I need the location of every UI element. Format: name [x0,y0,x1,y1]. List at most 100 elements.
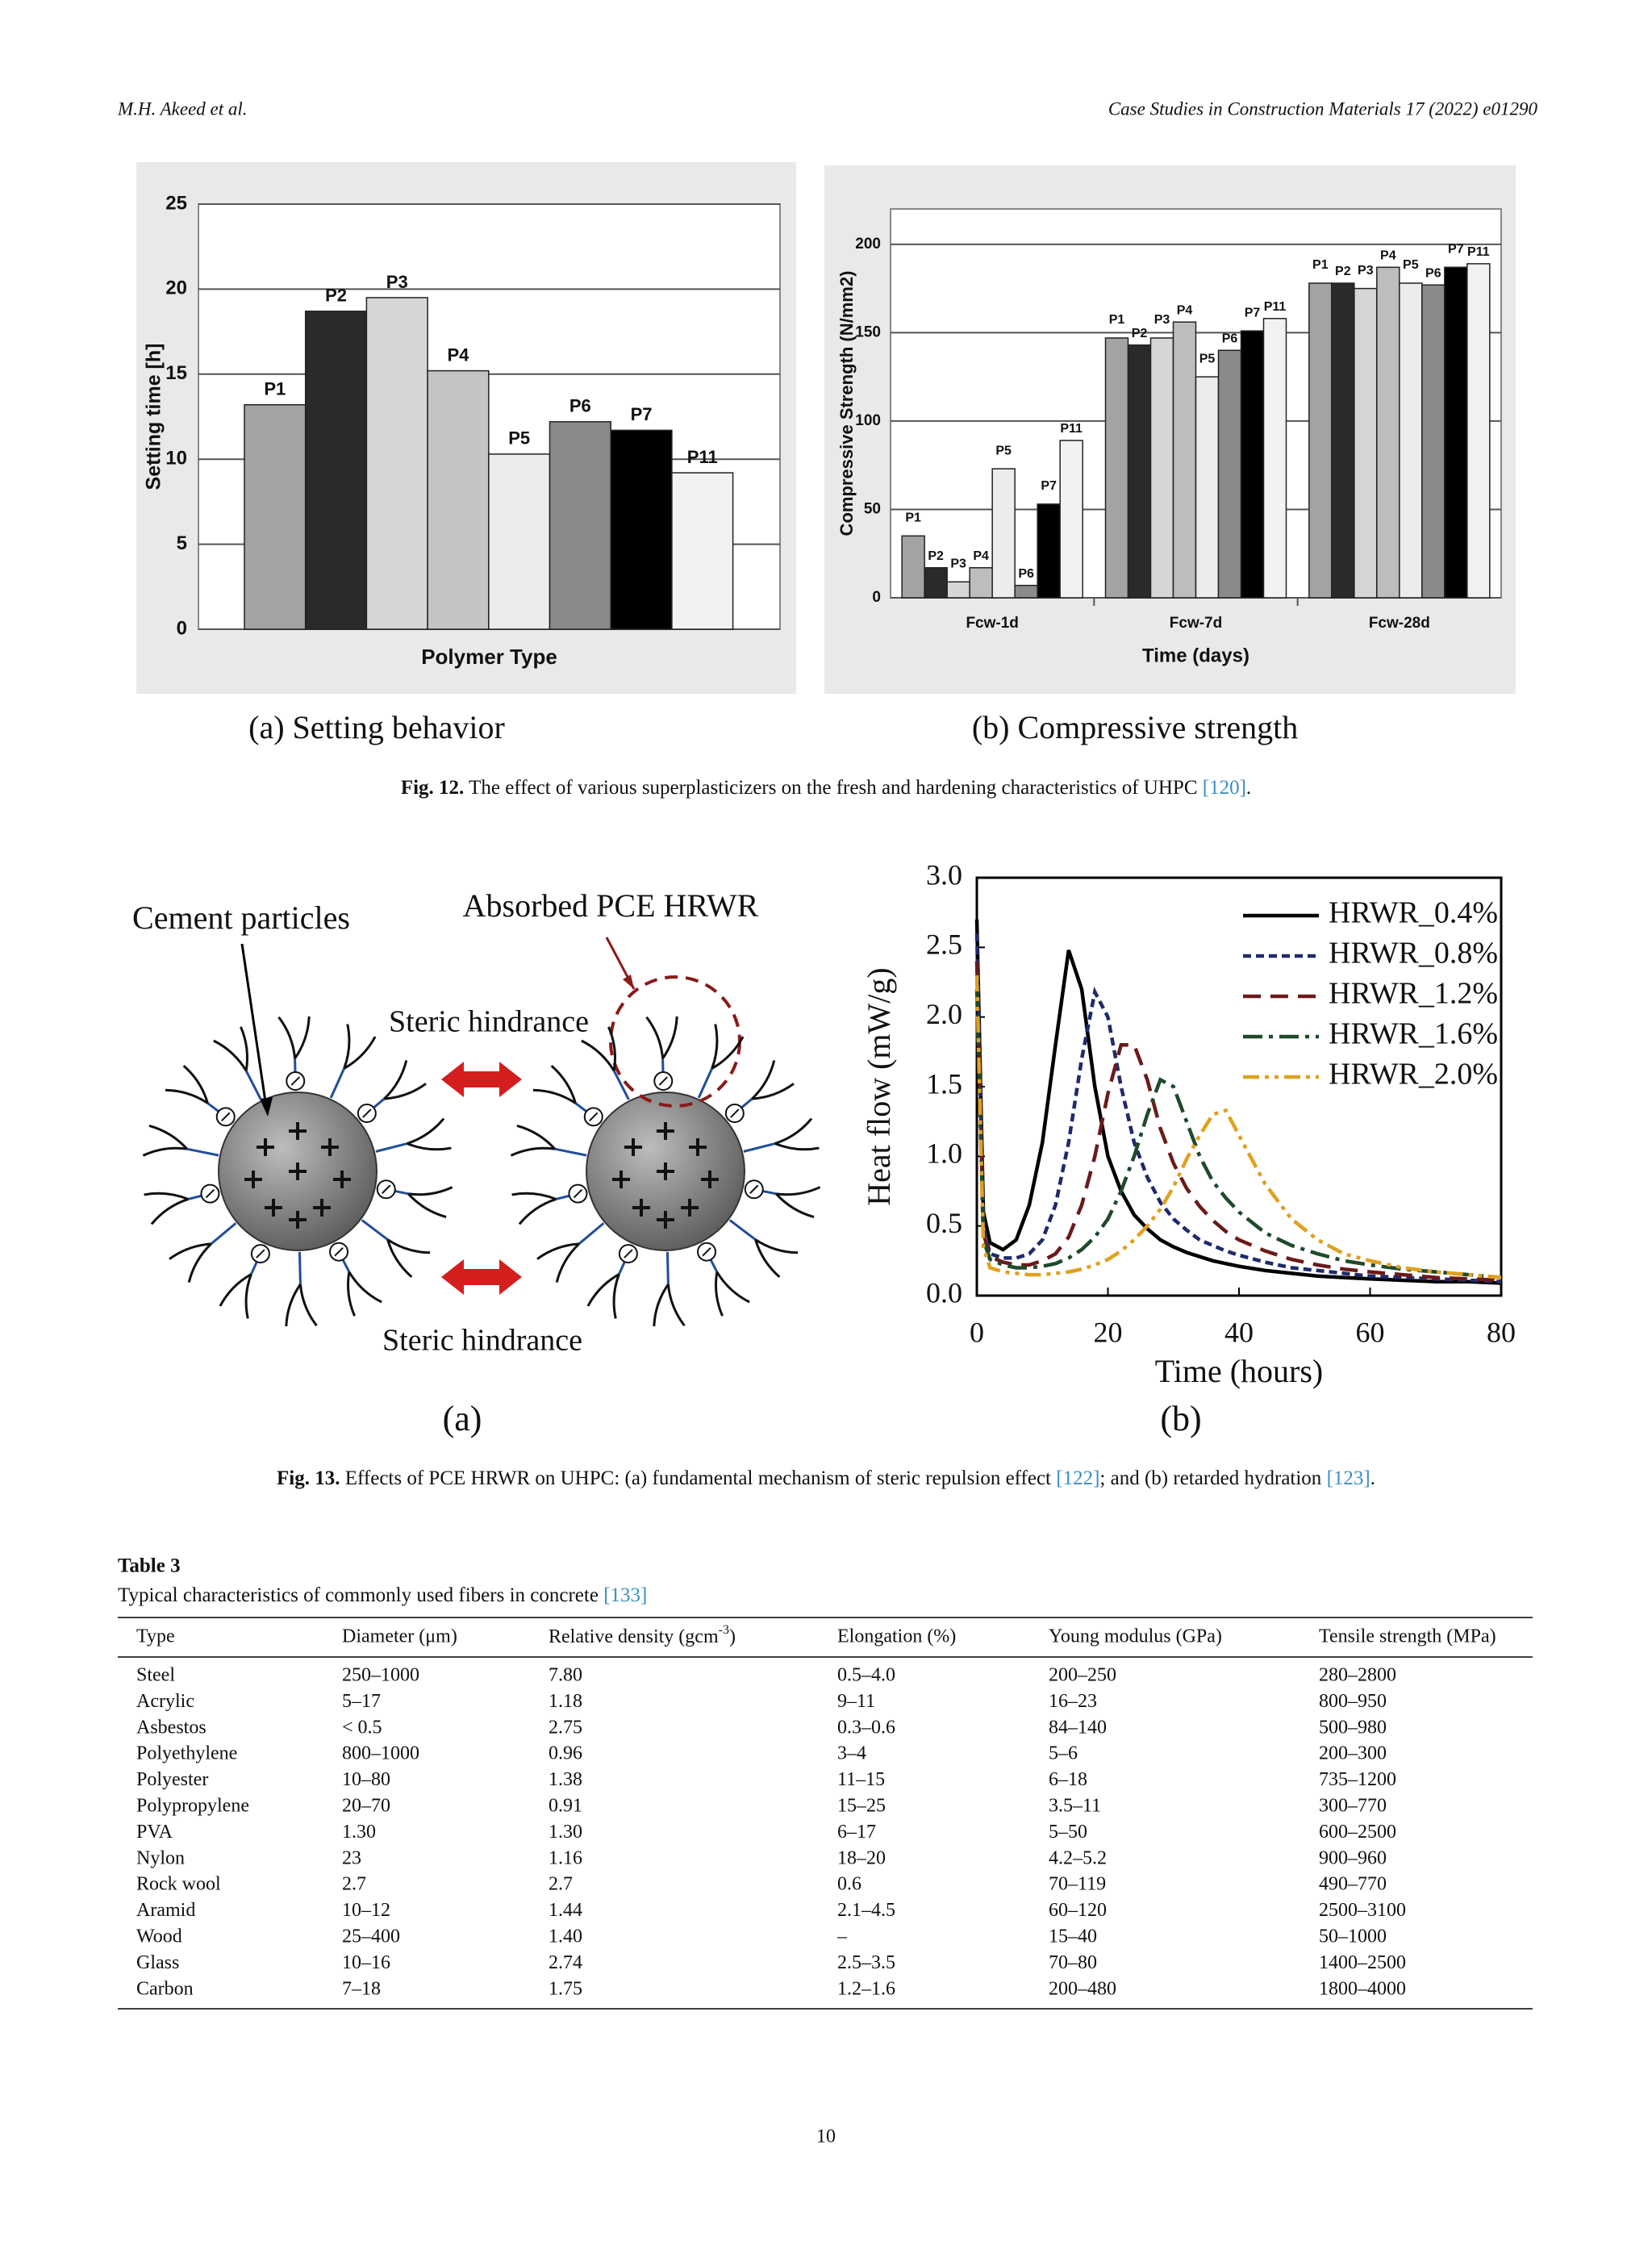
side-chain [666,1284,686,1327]
table-cell: Polyester [136,1769,208,1790]
table: Type Diameter (μm) Relative density (gcm-3… [136,1623,1496,2000]
citation[interactable]: [122] [1056,1467,1099,1489]
side-chain [182,1065,209,1104]
table-cell: 200–480 [1049,1978,1116,1999]
table-caption: Typical characteristics of commonly used… [118,1584,647,1606]
side-chain [142,1146,187,1157]
bar-label: P1 [1312,258,1329,272]
diagram-label: Steric hindrance [382,1324,582,1358]
table-cell: 1.75 [549,1978,582,1999]
side-chain [607,1026,616,1071]
bar [991,468,1016,599]
citation[interactable]: [123] [1327,1467,1370,1489]
bar-label: P6 [569,396,591,416]
table-cell: 900–960 [1319,1847,1387,1868]
column-header: Young modulus (GPa) [1049,1626,1222,1647]
bar-label: P2 [1335,265,1351,278]
bar [1172,321,1197,599]
figure-caption: Fig. 12. The effect of various superplas… [401,777,1251,799]
table-cell: Polyethylene [136,1743,237,1764]
bar-label: P3 [950,557,966,571]
bar [969,567,993,599]
y-tick-label: 0 [872,589,881,606]
series-line [974,961,1502,1283]
bar [1376,266,1400,599]
minus-sign [658,1076,668,1086]
bar-label: P7 [1448,243,1464,257]
polymer-backbone [329,1067,346,1099]
bar-label: P6 [1018,567,1034,581]
side-chain [511,1192,557,1200]
table-cell: 60–120 [1049,1900,1107,1921]
double-arrow [441,1259,522,1295]
column-header: Diameter (μm) [342,1626,457,1647]
table-cell: 280–2800 [1319,1665,1396,1686]
caption-label: Fig. 13. [277,1467,340,1489]
caption-text: The effect of various superplasticizers … [469,777,1197,799]
side-chain [754,1238,799,1254]
citation[interactable]: [133] [603,1584,647,1606]
y-tick-label: 3.0 [926,858,962,891]
x-tick-label: Fcw-28d [1369,615,1430,632]
table-cell: 23 [342,1847,361,1868]
table-cell: 0.6 [837,1874,861,1895]
table-title: Table 3 [118,1555,181,1577]
x-tick-label: 20 [1094,1316,1123,1348]
bar [488,453,551,630]
polymer-backbone [578,1222,605,1246]
table-cell: Asbestos [136,1717,206,1738]
side-chain [348,1271,382,1304]
side-chain [169,1242,211,1260]
table-cell: 2.7 [549,1874,573,1895]
arrowhead [260,1097,273,1117]
series-line [974,933,1502,1284]
side-chain [298,1284,318,1327]
side-chain [386,1238,431,1254]
bar [549,421,611,630]
bar-label: P4 [1380,249,1396,263]
table-cell: 1.18 [549,1691,582,1712]
table-cell: 2.5–3.5 [837,1952,895,1973]
bar-label: P7 [1245,306,1261,319]
table-cell: 490–770 [1319,1874,1387,1895]
bar-label: P2 [325,286,347,306]
side-chain [165,1088,209,1104]
minus-sign [205,1188,215,1199]
side-chain [187,1242,212,1283]
header-authors: M.H. Akeed et al. [117,98,248,119]
plot-area [975,876,1503,1297]
bar-label: P6 [1425,266,1441,280]
column-header: Tensile strength (MPa) [1319,1626,1496,1647]
header-text: Relative density (gcm [549,1626,719,1647]
y-tick-label: 50 [864,500,881,517]
side-chain [408,1186,453,1196]
table-cell: 3.5–11 [1049,1796,1101,1817]
table-cell: 1800–4000 [1319,1978,1406,1999]
table-cell: – [836,1926,848,1947]
table-cell: 9–11 [837,1691,875,1712]
table-cell: Carbon [136,1978,194,1999]
table-cell: 84–140 [1049,1717,1107,1738]
table-cell: 200–300 [1319,1743,1387,1764]
diagram-label: Absorbed PCE HRWR [463,887,759,924]
y-axis-label: Compressive Strength (N/mm2) [836,271,857,536]
polymer-backbone [728,1219,757,1241]
table-cell: PVA [136,1822,173,1843]
side-chain [343,1024,351,1069]
polymer-backbone [210,1222,237,1246]
highlight-circle [609,975,741,1108]
polymer-backbone [375,1142,408,1153]
side-chain [219,1273,252,1307]
side-chain [510,1146,555,1157]
y-tick-label: 25 [165,192,187,214]
bar [1217,349,1242,599]
table-cell: 2500–3100 [1319,1900,1406,1921]
citation[interactable]: [120] [1203,777,1246,799]
table-cell: 7–18 [342,1978,381,1999]
bar-label: P6 [1222,332,1238,345]
y-tick-label: 2.0 [926,998,962,1030]
bar-label: P2 [928,549,944,563]
side-chain [754,1239,781,1278]
table-cell: 4.2–5.2 [1049,1847,1107,1868]
